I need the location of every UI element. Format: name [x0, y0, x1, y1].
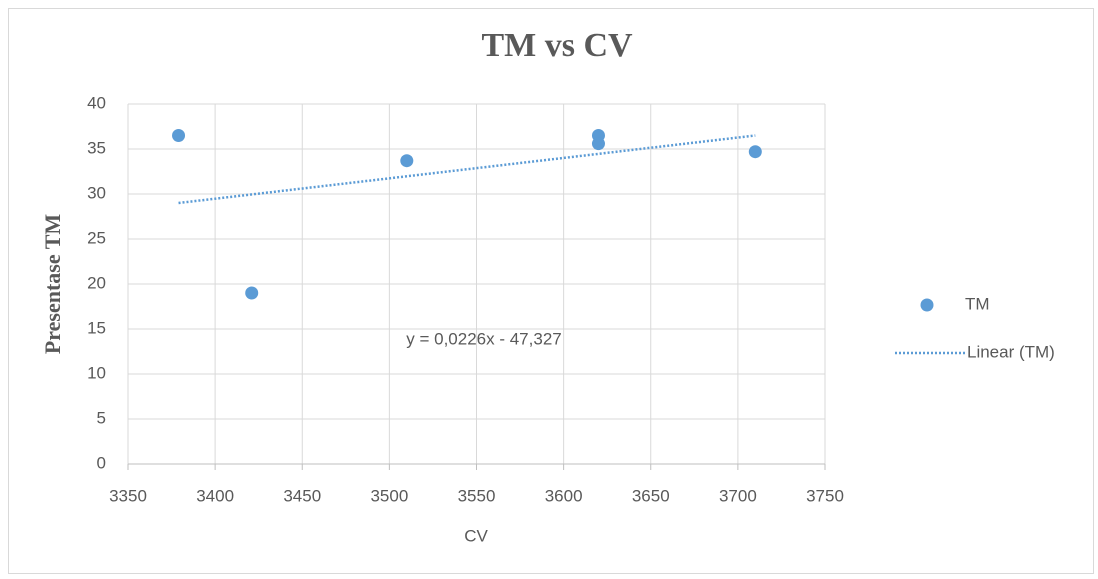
x-tick-label: 3750	[806, 486, 844, 505]
chart-border	[8, 8, 1094, 574]
y-tick-label: 0	[97, 453, 106, 472]
x-tick-label: 3700	[719, 486, 757, 505]
legend-label: Linear (TM)	[967, 342, 1055, 361]
x-tick-label: 3450	[283, 486, 321, 505]
point	[748, 145, 762, 159]
x-tick-label: 3600	[545, 486, 583, 505]
trendline-equation: y = 0,0226x - 47,327	[406, 329, 561, 348]
point	[591, 137, 605, 151]
point	[400, 154, 414, 168]
x-tick-label: 3550	[458, 486, 496, 505]
y-tick-label: 25	[87, 228, 106, 247]
point	[245, 286, 259, 300]
chart-title: TM vs CV	[481, 27, 633, 64]
y-tick-label: 35	[87, 138, 106, 157]
legend-marker	[920, 298, 934, 312]
x-tick-label: 3500	[370, 486, 408, 505]
x-tick-label: 3650	[632, 486, 670, 505]
y-tick-label: 10	[87, 363, 106, 382]
y-tick-label: 40	[87, 93, 106, 112]
y-tick-label: 5	[97, 408, 106, 427]
x-tick-label: 3350	[109, 486, 147, 505]
x-tick-label: 3400	[196, 486, 234, 505]
x-axis-label: CV	[464, 526, 488, 545]
trendline	[178, 134, 756, 205]
y-tick-label: 20	[87, 273, 106, 292]
y-tick-label: 30	[87, 183, 106, 202]
point	[172, 129, 186, 142]
y-tick-label: 15	[87, 318, 106, 337]
y-axis-label: Presentase TM	[40, 214, 65, 355]
legend-label: TM	[965, 294, 990, 313]
